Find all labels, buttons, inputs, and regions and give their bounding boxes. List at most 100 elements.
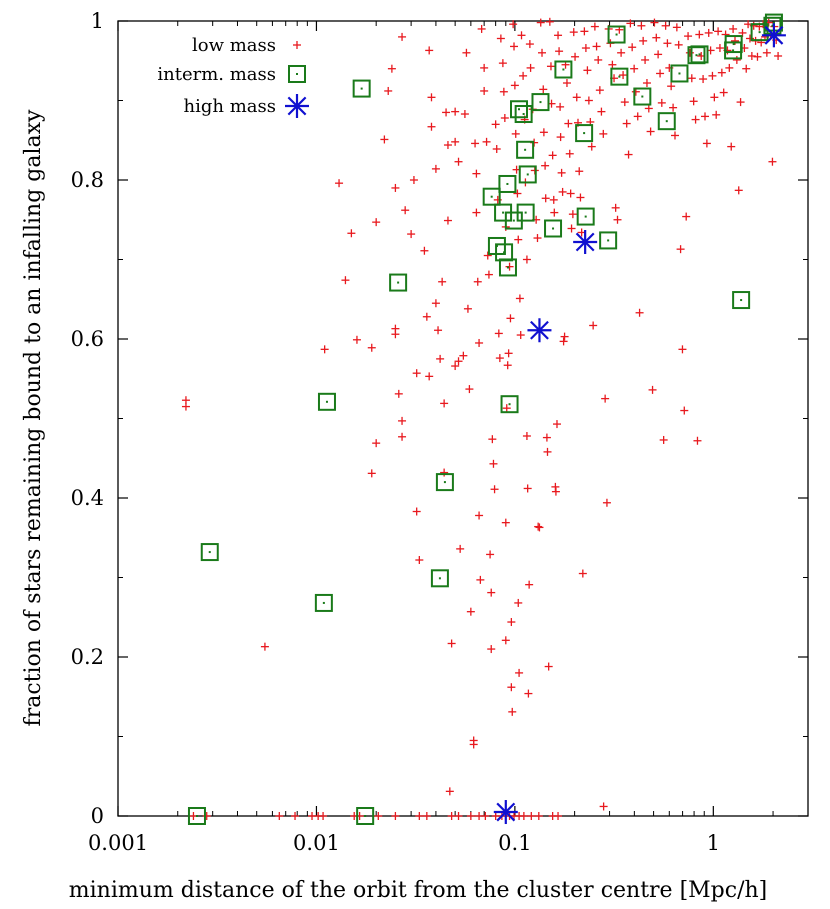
low-mass-point [515, 294, 524, 303]
interm-mass-point [607, 25, 626, 44]
legend-label-high-mass: high mass [184, 96, 276, 117]
interm-mass-point [516, 203, 535, 222]
interm-mass-point [516, 140, 535, 159]
low-mass-point [447, 812, 456, 820]
low-mass-point [484, 270, 493, 279]
legend-label-low-mass: low mass [192, 35, 276, 56]
low-mass-point [727, 142, 736, 151]
low-mass-point [415, 812, 424, 820]
low-mass-point [443, 216, 452, 225]
low-mass-point [725, 63, 734, 72]
x-tick-label: 0.01 [293, 831, 340, 855]
low-mass-point [550, 208, 559, 217]
low-mass-point [556, 102, 565, 111]
low-mass-point [491, 120, 500, 129]
low-mass-point [602, 498, 611, 507]
low-mass-point [597, 107, 606, 116]
low-mass-point [391, 812, 400, 820]
low-mass-point [387, 64, 396, 73]
low-mass-point [422, 812, 431, 820]
low-mass-point [492, 144, 501, 153]
interm-mass-point [314, 593, 333, 612]
low-mass-point [401, 206, 410, 215]
low-mass-point [505, 262, 514, 271]
low-mass-point [202, 812, 211, 820]
low-mass-point [539, 128, 548, 137]
interm-mass-point [576, 207, 595, 226]
x-axis-label: minimum distance of the orbit from the c… [69, 878, 768, 903]
low-mass-point [622, 119, 631, 128]
low-mass-point [514, 598, 523, 607]
low-mass-point [341, 276, 350, 285]
low-mass-point [644, 104, 653, 113]
low-mass-point [708, 71, 717, 80]
y-tick-label: 0 [91, 804, 104, 828]
low-mass-point [541, 194, 550, 203]
low-mass-point [768, 157, 777, 166]
low-mass-point [516, 331, 525, 340]
low-mass-point [517, 31, 526, 40]
x-tick-label: 0.001 [88, 831, 148, 855]
low-mass-point [499, 87, 508, 96]
low-mass-point [459, 351, 468, 360]
low-mass-point [494, 329, 503, 338]
low-mass-point [557, 168, 566, 177]
low-mass-point [650, 18, 659, 27]
low-mass-point [335, 179, 344, 188]
low-mass-point [415, 556, 424, 565]
low-mass-point [519, 71, 528, 80]
low-mass-point [420, 246, 429, 255]
interm-mass-point [657, 112, 676, 131]
low-mass-point [275, 812, 284, 820]
low-mass-point [431, 299, 440, 308]
low-mass-point [654, 50, 663, 59]
low-mass-point [476, 575, 485, 584]
interm-mass-point [575, 124, 594, 143]
low-mass-point [440, 468, 449, 477]
low-mass-point [352, 335, 361, 344]
low-mass-point [501, 518, 510, 527]
low-mass-point [398, 32, 407, 41]
legend-marker-interm-mass [288, 65, 306, 83]
low-mass-point [682, 212, 691, 221]
low-mass-point [569, 28, 578, 37]
low-mass-point [466, 607, 475, 616]
low-mass-point [412, 507, 421, 516]
low-mass-point [624, 150, 633, 159]
low-mass-point [575, 167, 584, 176]
low-mass-point [684, 32, 693, 41]
interm-mass-point [554, 60, 573, 79]
low-mass-point [384, 86, 393, 95]
low-mass-point [695, 30, 704, 39]
interm-mass-point [531, 93, 550, 112]
low-mass-point [398, 432, 407, 441]
low-mass-point [534, 522, 543, 531]
low-mass-point [534, 812, 543, 820]
low-mass-point [641, 55, 650, 64]
low-mass-point [670, 131, 679, 140]
low-mass-point [498, 59, 507, 68]
low-mass-point [460, 110, 469, 119]
interm-mass-point [352, 79, 371, 98]
legend-marker-high-mass [285, 94, 309, 118]
low-mass-point [412, 369, 421, 378]
low-mass-point [440, 399, 449, 408]
low-mass-point [511, 129, 520, 138]
low-mass-point [584, 96, 593, 105]
low-mass-point [710, 93, 719, 102]
low-mass-point [469, 736, 478, 745]
low-mass-point [527, 812, 536, 820]
low-mass-point [702, 139, 711, 148]
low-mass-point [422, 312, 431, 321]
low-mass-point [601, 394, 610, 403]
low-mass-point [667, 82, 676, 91]
low-mass-point [425, 46, 434, 55]
low-mass-point [451, 362, 460, 371]
low-mass-point [481, 812, 490, 820]
legend: low mass interm. mass high mass [157, 35, 309, 118]
interm-mass-point [498, 258, 517, 277]
low-mass-point [712, 110, 721, 119]
low-mass-point [542, 433, 551, 442]
low-mass-point [630, 64, 639, 73]
